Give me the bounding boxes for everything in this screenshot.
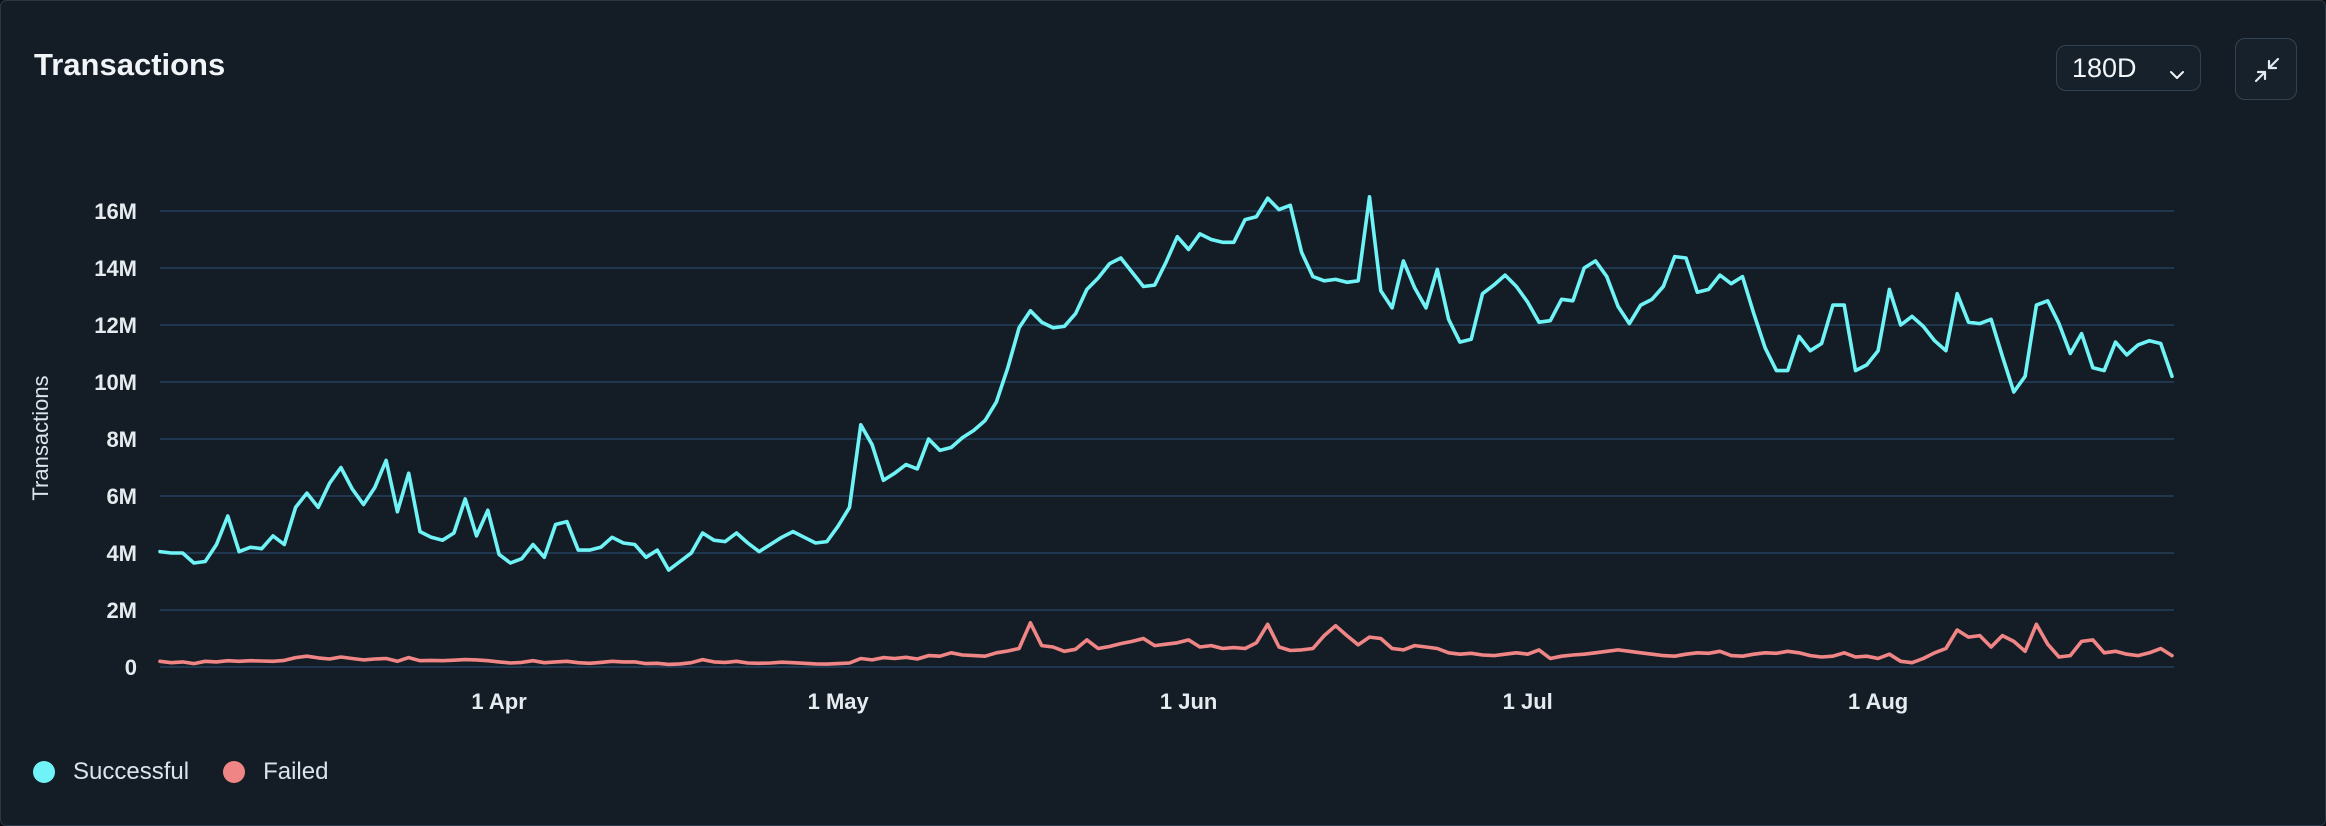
series-line-failed bbox=[158, 621, 2174, 667]
series-line-successful bbox=[158, 195, 2174, 572]
y-tick-label: 16M bbox=[94, 199, 137, 224]
chart-title: Transactions bbox=[34, 47, 226, 82]
x-tick-labels: 1 Apr 1 May 1 Jun 1 Jul 1 Aug bbox=[471, 689, 1908, 714]
legend-label-successful: Successful bbox=[73, 758, 190, 785]
successful-dot-icon bbox=[33, 761, 55, 783]
y-tick-label: 6M bbox=[106, 484, 137, 509]
x-tick-label: 1 Jul bbox=[1503, 689, 1553, 714]
y-tick-label: 10M bbox=[94, 370, 137, 395]
y-axis-label: Transactions bbox=[28, 375, 53, 500]
y-tick-label: 0 bbox=[125, 655, 137, 680]
series-lines bbox=[158, 195, 2174, 667]
x-tick-label: 1 Jun bbox=[1160, 689, 1217, 714]
legend-item-failed[interactable]: Failed bbox=[223, 758, 328, 786]
collapse-icon bbox=[2254, 57, 2280, 83]
y-tick-label: 14M bbox=[94, 256, 137, 281]
x-tick-label: 1 Aug bbox=[1848, 689, 1908, 714]
transactions-chart: 0 2M 4M 6M 8M 10M 12M 14M 16M 1 Apr 1 May 1 Jun 1 J… bbox=[28, 195, 2174, 714]
collapse-button[interactable] bbox=[2235, 38, 2297, 100]
y-tick-label: 4M bbox=[106, 541, 137, 566]
grid-layer bbox=[160, 210, 2174, 668]
range-select[interactable]: 180D bbox=[2056, 45, 2201, 91]
legend-item-successful[interactable]: Successful bbox=[33, 758, 189, 786]
legend-label-failed: Failed bbox=[263, 758, 329, 785]
x-tick-label: 1 Apr bbox=[471, 689, 527, 714]
x-tick-label: 1 May bbox=[808, 689, 870, 714]
legend: Successful Failed bbox=[33, 758, 362, 786]
y-tick-label: 8M bbox=[106, 427, 137, 452]
y-tick-label: 12M bbox=[94, 313, 137, 338]
failed-dot-icon bbox=[223, 761, 246, 783]
chevron-down-icon bbox=[2168, 60, 2186, 91]
range-select-value: 180D bbox=[2072, 52, 2137, 83]
y-tick-label: 2M bbox=[106, 598, 137, 623]
y-tick-labels: 0 2M 4M 6M 8M 10M 12M 14M 16M bbox=[94, 199, 137, 680]
